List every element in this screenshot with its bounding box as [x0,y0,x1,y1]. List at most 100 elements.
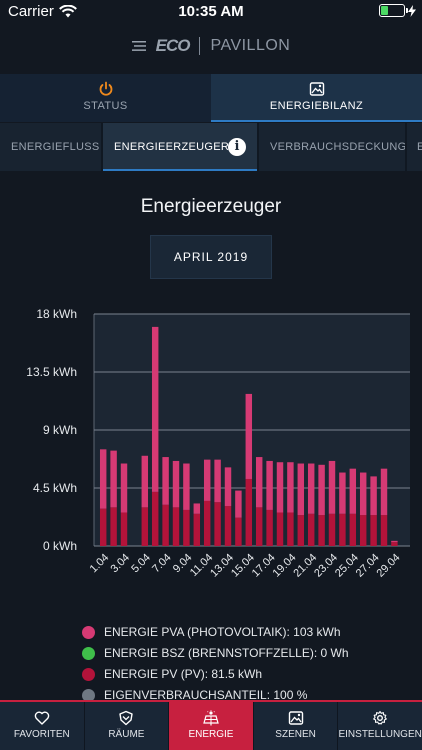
bar-pva [224,467,232,507]
legend-item: ENERGIE PVA (PHOTOVOLTAIK): 103 kWh [82,624,349,645]
legend-label: ENERGIE PVA (PHOTOVOLTAIK): 103 kWh [104,625,341,639]
bar-pv [245,478,253,546]
bar-pv [141,507,149,546]
tab-energiebilanz[interactable]: ENERGIEBILANZ [211,74,422,122]
tab-favoriten[interactable]: FAVORITEN [0,702,85,750]
y-tick-label: 18 kWh [36,307,77,321]
bar-pv [287,512,294,546]
legend-item: ENERGIE BSZ (BRENNSTOFFZELLE): 0 Wh [82,645,349,666]
brand-header: ECO PAVILLON [0,36,422,56]
bar-pva [349,468,357,514]
main-tabs: STATUS ENERGIEBILANZ [0,74,422,122]
month-selector-button[interactable]: APRIL 2019 [150,235,272,279]
wifi-icon [58,5,77,18]
legend-dot-bsz [82,647,95,660]
bar-pv [235,517,242,546]
tab-raeume-label: RÄUME [108,729,145,740]
bar-pv [183,509,190,546]
bar-pv [328,513,336,546]
legend-dot-pv [82,668,95,681]
bar-pv [172,507,180,546]
legend-label: ENERGIE PV (PV): 81.5 kWh [104,667,263,681]
house-shield-icon [119,710,134,726]
page-title: Energieerzeuger [140,196,282,217]
carrier-label: Carrier [8,3,54,20]
tab-energie[interactable]: ENERGIE [169,702,254,750]
bar-pv [203,500,211,546]
gear-icon [373,710,388,725]
bar-pva [328,460,336,514]
bar-pva [172,460,180,508]
bar-pv [99,508,107,546]
brand-name: PAVILLON [210,37,291,54]
bar-pva [287,462,294,513]
bar-pva [151,326,159,492]
eco-logo: ECO [155,36,191,55]
x-tick-label: 3.04 [108,552,132,576]
image-icon [309,82,324,96]
bar-pva [110,450,117,508]
bar-pv [339,513,346,546]
bar-pva [120,463,128,513]
bar-pva [203,459,211,501]
bar-pv [193,513,201,546]
bar-pv [266,509,273,546]
y-tick-label: 0 kWh [43,539,77,553]
legend-dot-pva [82,626,95,639]
status-bar: Carrier 10:35 AM [0,0,422,24]
charging-bolt-icon [408,4,416,17]
bar-pv [224,506,232,546]
legend-dot-eigen [82,689,95,702]
battery-group [379,4,416,17]
bar-pva [214,459,221,503]
brand-divider [199,37,201,55]
bar-pva [99,449,107,509]
bar-pva [235,490,242,518]
bar-pva [245,393,253,479]
power-icon [99,81,112,96]
tab-energie-label: ENERGIE [188,729,234,740]
bar-pva [391,540,398,543]
tab-energiebilanz-label: ENERGIEBILANZ [269,100,364,112]
bar-pv [120,512,128,546]
bar-pva [307,463,315,514]
image-icon [288,711,303,725]
chart-legend: ENERGIE PVA (PHOTOVOLTAIK): 103 kWh ENER… [82,624,349,708]
solar-panel-icon [203,710,219,726]
sub-tabs: ENERGIEFLUSS ENERGIEERZEUGER VERBRAUCHSD… [0,123,422,171]
tab-status[interactable]: STATUS [0,74,211,122]
bar-pva [370,476,377,516]
y-tick-label: 9 kWh [43,423,77,437]
bar-pv [162,504,169,546]
bar-pv [391,542,398,546]
tab-status-label: STATUS [83,100,128,112]
tab-raeume[interactable]: RÄUME [85,702,170,750]
subtab-divider [405,123,407,171]
x-tick-label: 29.04 [375,552,403,580]
legend-label: ENERGIE BSZ (BRENNSTOFFZELLE): 0 Wh [104,646,349,660]
clock: 10:35 AM [178,3,244,20]
tab-szenen[interactable]: SZENEN [254,702,339,750]
subtab-verbrauchsdeckung[interactable]: VERBRAUCHSDECKUNG [270,141,407,153]
bottom-tab-bar: FAVORITEN RÄUME ENERGIE SZENEN EINST [0,700,422,750]
bar-pv [276,512,284,546]
bar-pv [255,507,263,546]
bar-pv [370,515,377,546]
bar-pva [318,464,325,516]
bar-pva [255,457,263,508]
bar-pv [297,515,305,546]
x-tick-label: 1.04 [88,552,112,576]
tab-einstellungen[interactable]: EINSTELLUNGEN [338,702,422,750]
legend-item: ENERGIE PV (PV): 81.5 kWh [82,666,349,687]
bar-pv [349,513,357,546]
legend-label: EIGENVERBRAUCHSANTEIL: 100 % [104,688,308,702]
subtab-energiefluss[interactable]: ENERGIEFLUSS [11,141,100,153]
bar-pva [193,503,201,514]
subtab-next[interactable]: E [417,141,422,153]
bar-pva [276,462,284,513]
bar-pv [318,515,325,546]
bar-pv [110,507,117,546]
info-icon[interactable]: i [228,138,246,156]
subtab-divider [101,123,103,171]
y-tick-label: 4.5 kWh [33,481,77,495]
